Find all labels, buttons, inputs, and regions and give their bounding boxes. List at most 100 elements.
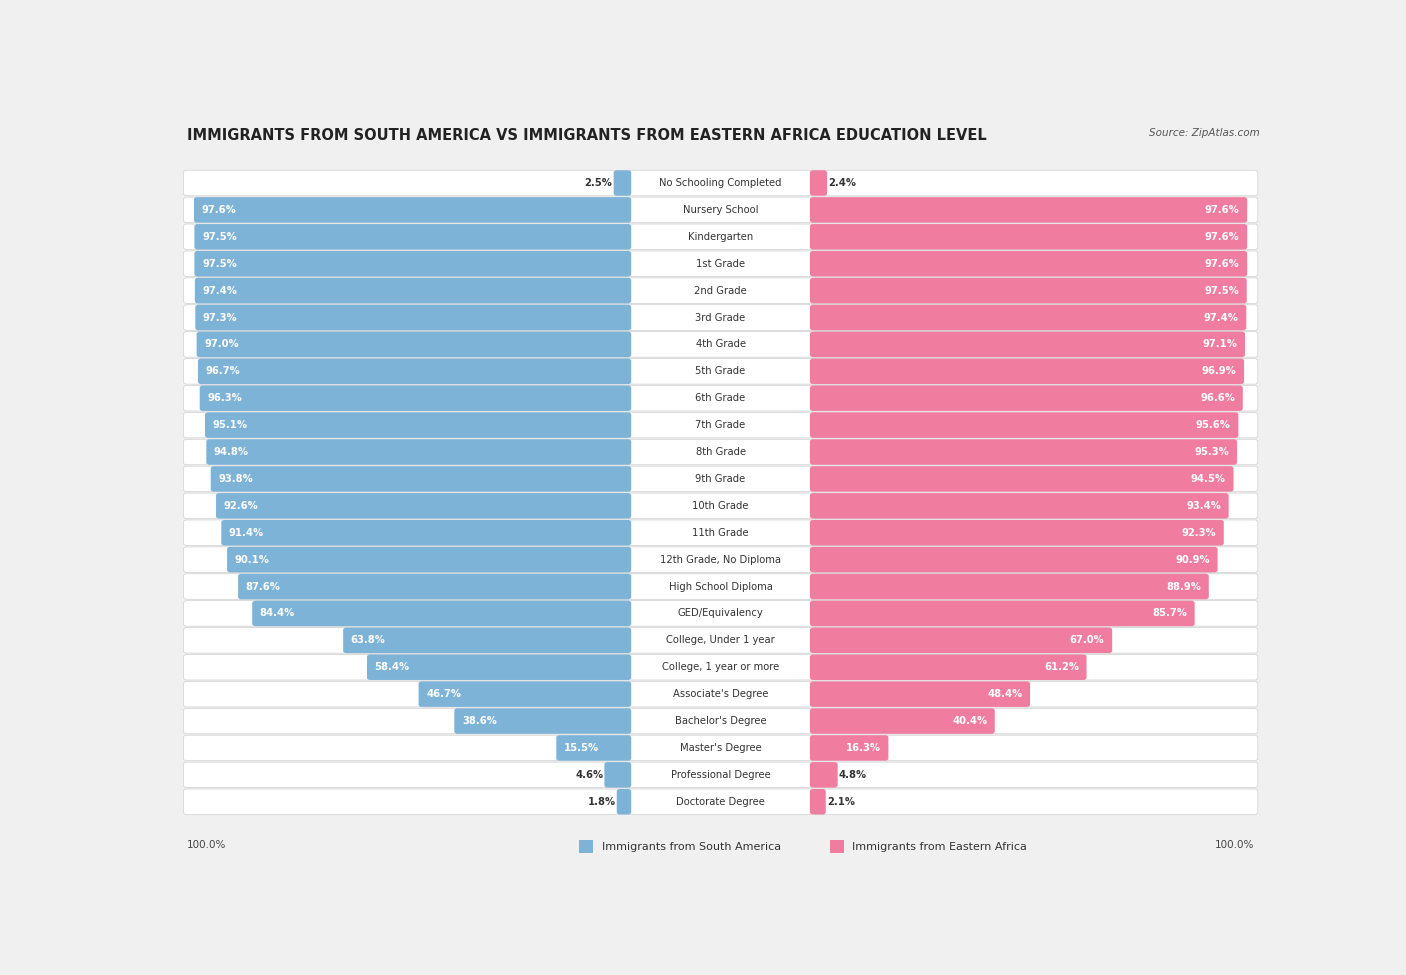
FancyBboxPatch shape xyxy=(810,547,1218,572)
Text: Immigrants from South America: Immigrants from South America xyxy=(602,841,780,852)
FancyBboxPatch shape xyxy=(195,278,631,303)
Text: 94.8%: 94.8% xyxy=(214,447,249,457)
Text: 7th Grade: 7th Grade xyxy=(696,420,745,430)
FancyBboxPatch shape xyxy=(810,278,1247,303)
Text: 16.3%: 16.3% xyxy=(846,743,880,753)
FancyBboxPatch shape xyxy=(810,251,1247,277)
Text: GED/Equivalency: GED/Equivalency xyxy=(678,608,763,618)
FancyBboxPatch shape xyxy=(183,359,1258,384)
FancyBboxPatch shape xyxy=(183,305,1258,331)
Text: 97.1%: 97.1% xyxy=(1202,339,1237,349)
Text: 96.3%: 96.3% xyxy=(207,393,242,404)
Text: 87.6%: 87.6% xyxy=(246,581,281,592)
Text: 8th Grade: 8th Grade xyxy=(696,447,745,457)
FancyBboxPatch shape xyxy=(830,840,844,853)
FancyBboxPatch shape xyxy=(810,708,995,734)
Text: 9th Grade: 9th Grade xyxy=(696,474,745,484)
FancyBboxPatch shape xyxy=(183,735,1258,760)
Text: 4.6%: 4.6% xyxy=(575,770,603,780)
FancyBboxPatch shape xyxy=(198,359,631,384)
FancyBboxPatch shape xyxy=(183,197,1258,222)
FancyBboxPatch shape xyxy=(419,682,631,707)
Text: 46.7%: 46.7% xyxy=(426,689,461,699)
Text: 91.4%: 91.4% xyxy=(229,527,264,538)
FancyBboxPatch shape xyxy=(810,574,1209,600)
FancyBboxPatch shape xyxy=(194,197,631,222)
Text: 2.4%: 2.4% xyxy=(828,178,856,188)
Text: Associate's Degree: Associate's Degree xyxy=(673,689,768,699)
FancyBboxPatch shape xyxy=(183,628,1258,653)
Text: 93.8%: 93.8% xyxy=(218,474,253,484)
Text: 96.7%: 96.7% xyxy=(205,367,240,376)
FancyBboxPatch shape xyxy=(183,682,1258,707)
Text: 10th Grade: 10th Grade xyxy=(692,501,749,511)
FancyBboxPatch shape xyxy=(605,762,631,788)
Text: 100.0%: 100.0% xyxy=(1215,840,1254,850)
Text: Master's Degree: Master's Degree xyxy=(679,743,762,753)
FancyBboxPatch shape xyxy=(207,440,631,465)
FancyBboxPatch shape xyxy=(226,547,631,572)
Text: 97.5%: 97.5% xyxy=(1205,286,1239,295)
Text: 97.4%: 97.4% xyxy=(1204,313,1239,323)
FancyBboxPatch shape xyxy=(613,171,631,196)
Text: 4.8%: 4.8% xyxy=(839,770,868,780)
FancyBboxPatch shape xyxy=(183,493,1258,519)
FancyBboxPatch shape xyxy=(197,332,631,357)
Text: 2.1%: 2.1% xyxy=(827,797,855,806)
Text: 4th Grade: 4th Grade xyxy=(696,339,745,349)
FancyBboxPatch shape xyxy=(183,440,1258,465)
FancyBboxPatch shape xyxy=(205,412,631,438)
Text: 96.9%: 96.9% xyxy=(1202,367,1236,376)
Text: Kindergarten: Kindergarten xyxy=(688,232,754,242)
FancyBboxPatch shape xyxy=(183,789,1258,814)
Text: 15.5%: 15.5% xyxy=(564,743,599,753)
FancyBboxPatch shape xyxy=(183,278,1258,303)
FancyBboxPatch shape xyxy=(810,412,1239,438)
FancyBboxPatch shape xyxy=(810,440,1237,465)
FancyBboxPatch shape xyxy=(810,735,889,760)
FancyBboxPatch shape xyxy=(217,493,631,519)
FancyBboxPatch shape xyxy=(183,762,1258,788)
Text: 67.0%: 67.0% xyxy=(1070,636,1105,645)
Text: 2nd Grade: 2nd Grade xyxy=(695,286,747,295)
Text: 48.4%: 48.4% xyxy=(987,689,1022,699)
Text: 100.0%: 100.0% xyxy=(187,840,226,850)
Text: College, 1 year or more: College, 1 year or more xyxy=(662,662,779,672)
Text: 97.6%: 97.6% xyxy=(1205,232,1240,242)
Text: College, Under 1 year: College, Under 1 year xyxy=(666,636,775,645)
Text: Bachelor's Degree: Bachelor's Degree xyxy=(675,716,766,726)
FancyBboxPatch shape xyxy=(810,762,838,788)
FancyBboxPatch shape xyxy=(183,574,1258,600)
Text: 97.6%: 97.6% xyxy=(1205,205,1240,214)
Text: 5th Grade: 5th Grade xyxy=(696,367,745,376)
FancyBboxPatch shape xyxy=(238,574,631,600)
FancyBboxPatch shape xyxy=(194,251,631,277)
FancyBboxPatch shape xyxy=(194,224,631,250)
FancyBboxPatch shape xyxy=(183,520,1258,545)
Text: 97.6%: 97.6% xyxy=(1205,258,1240,269)
Text: 94.5%: 94.5% xyxy=(1191,474,1226,484)
Text: 92.3%: 92.3% xyxy=(1181,527,1216,538)
FancyBboxPatch shape xyxy=(221,520,631,545)
FancyBboxPatch shape xyxy=(183,412,1258,438)
FancyBboxPatch shape xyxy=(183,466,1258,491)
Text: No Schooling Completed: No Schooling Completed xyxy=(659,178,782,188)
Text: 95.3%: 95.3% xyxy=(1195,447,1229,457)
FancyBboxPatch shape xyxy=(810,682,1031,707)
Text: 85.7%: 85.7% xyxy=(1152,608,1187,618)
Text: 97.6%: 97.6% xyxy=(201,205,236,214)
FancyBboxPatch shape xyxy=(810,305,1246,331)
FancyBboxPatch shape xyxy=(195,305,631,331)
Text: 90.9%: 90.9% xyxy=(1175,555,1211,565)
FancyBboxPatch shape xyxy=(183,708,1258,734)
Text: 2.5%: 2.5% xyxy=(585,178,613,188)
Text: 97.3%: 97.3% xyxy=(202,313,238,323)
FancyBboxPatch shape xyxy=(183,251,1258,277)
Text: 61.2%: 61.2% xyxy=(1043,662,1078,672)
Text: 95.1%: 95.1% xyxy=(212,420,247,430)
Text: 93.4%: 93.4% xyxy=(1187,501,1220,511)
FancyBboxPatch shape xyxy=(810,385,1243,410)
Text: High School Diploma: High School Diploma xyxy=(669,581,772,592)
FancyBboxPatch shape xyxy=(810,789,825,814)
FancyBboxPatch shape xyxy=(200,385,631,410)
